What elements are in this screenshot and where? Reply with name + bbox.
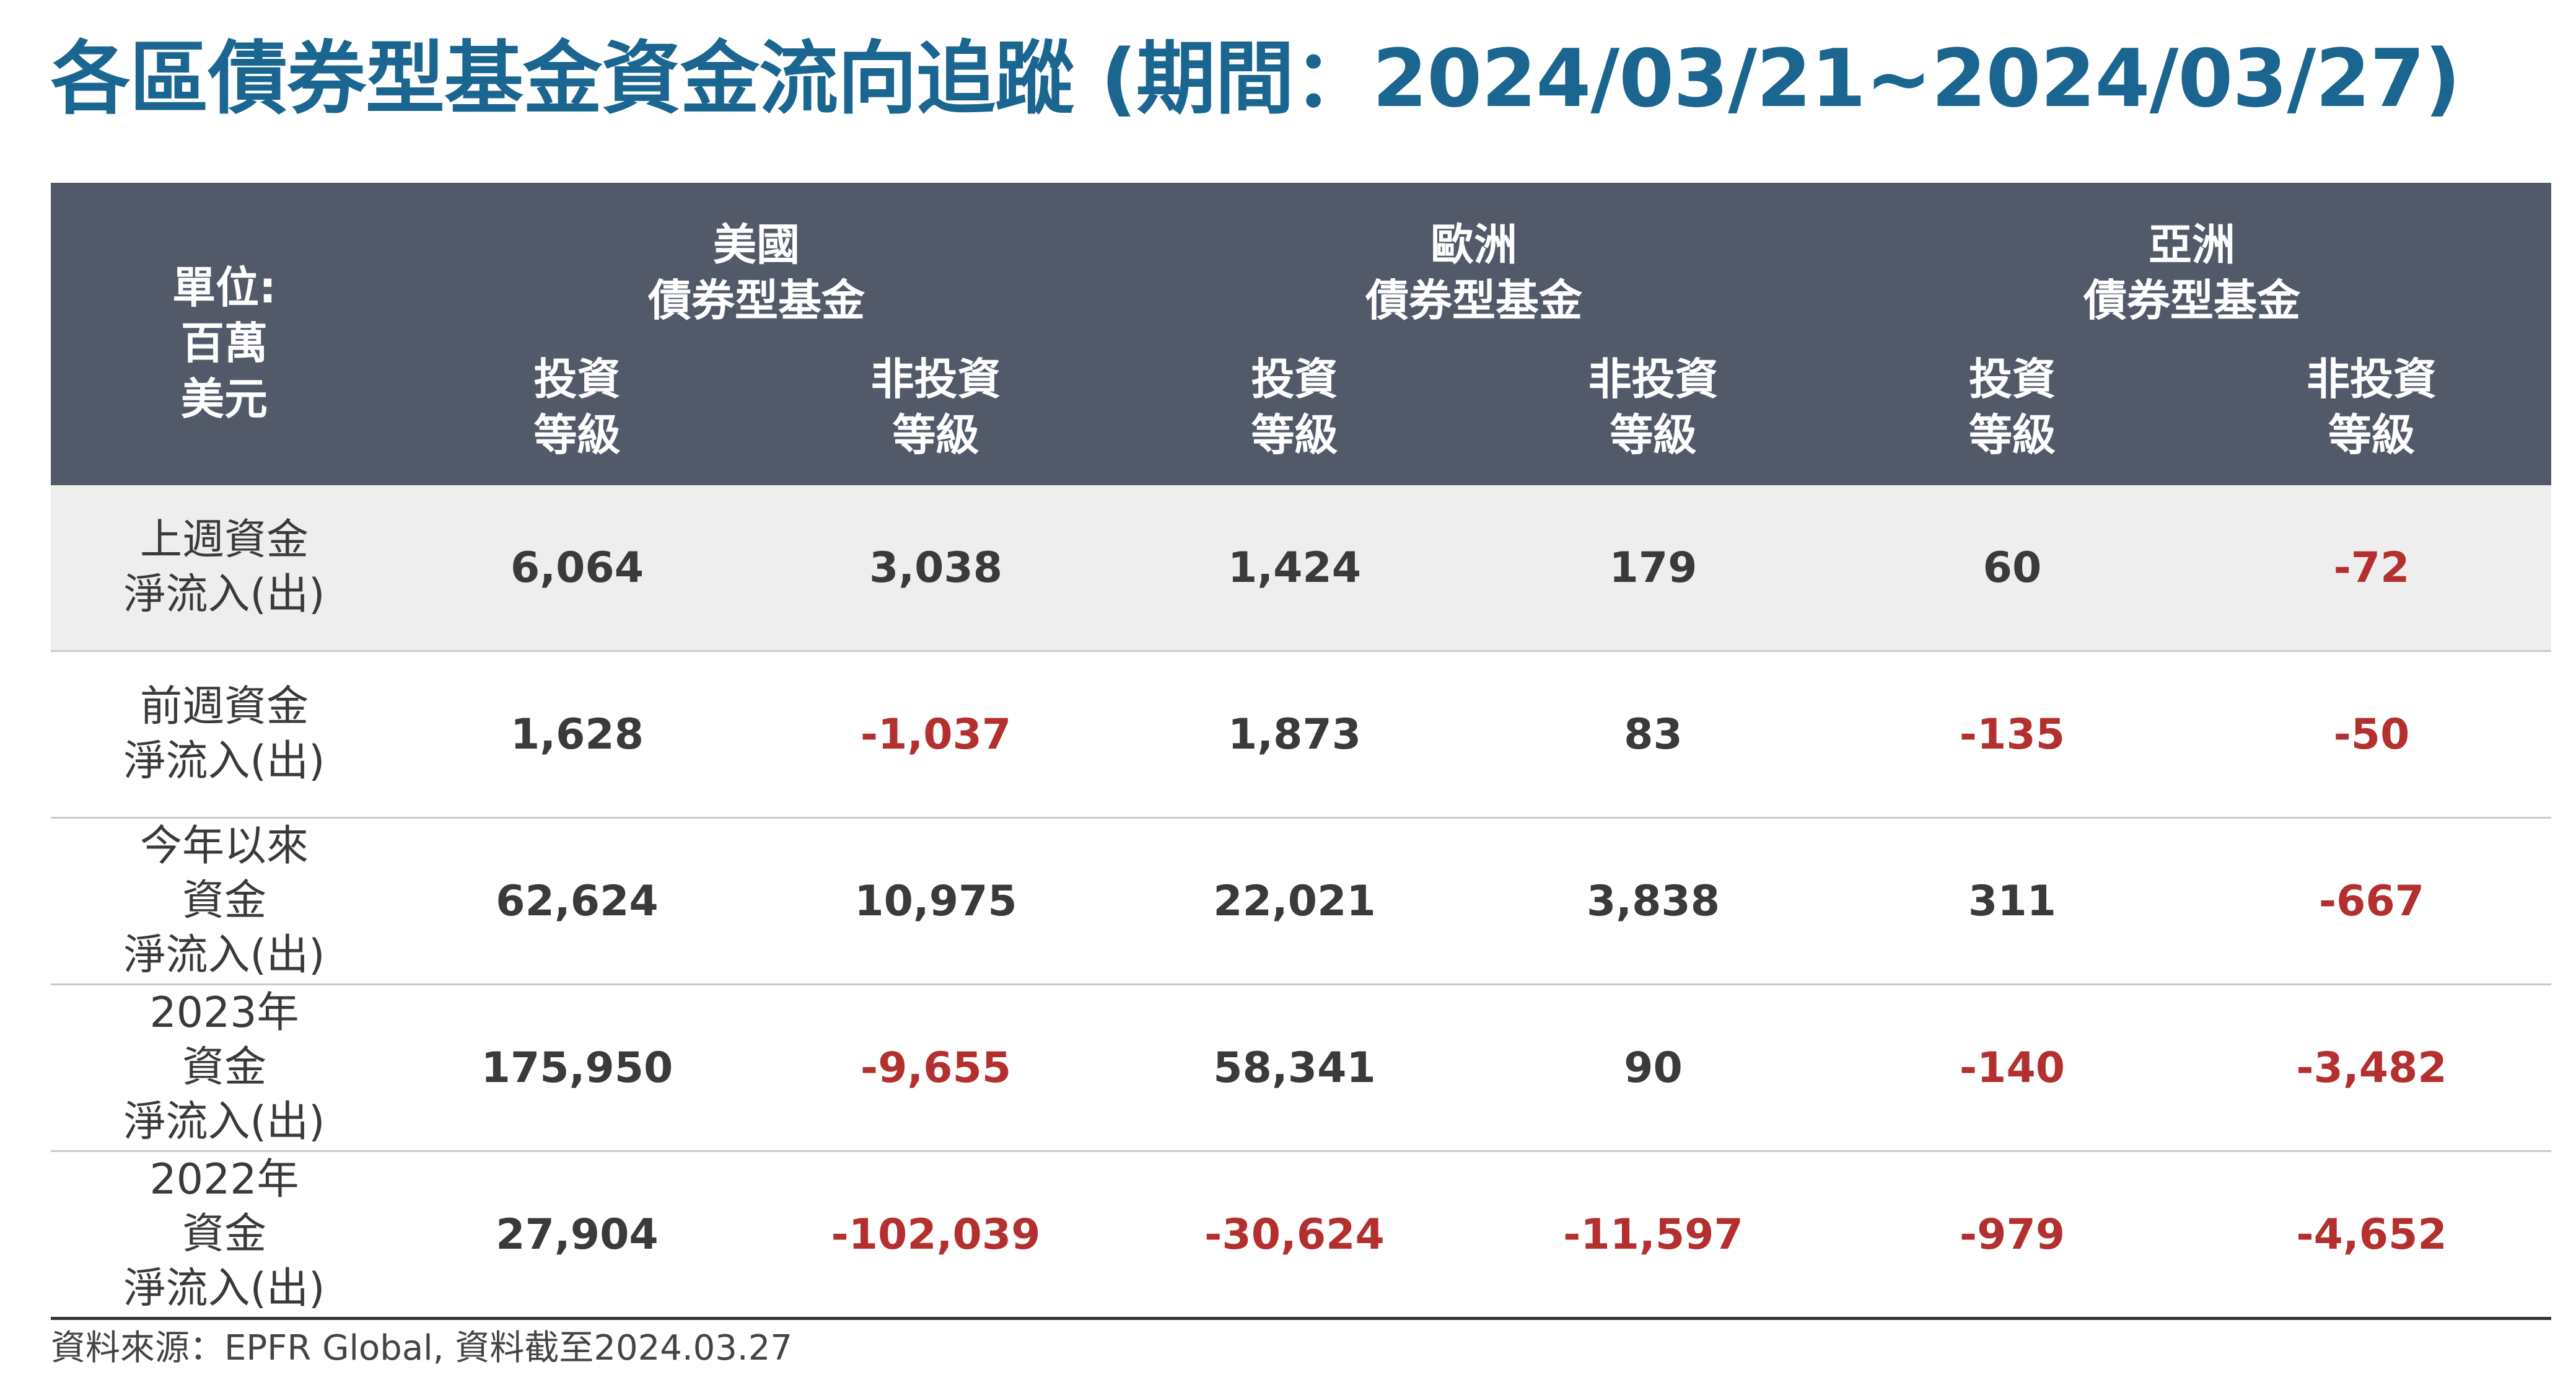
unit-line: 百萬	[181, 318, 268, 369]
row-label-line: 2022年	[149, 1155, 299, 1204]
value-cell: 10,975	[756, 817, 1115, 985]
row-label-line: 上週資金	[139, 516, 309, 565]
unit-line: 單位:	[172, 262, 276, 313]
value-cell: 1,873	[1115, 651, 1474, 819]
value-cell: 6,064	[398, 485, 756, 652]
grade-header: 投資 等級	[398, 344, 756, 485]
value-cell: 175,950	[398, 984, 756, 1152]
grade-label: 等級	[892, 410, 979, 460]
value-cell: -4,652	[2192, 1151, 2551, 1320]
grade-header: 投資 等級	[1115, 344, 1474, 485]
grade-header: 非投資 等級	[2192, 344, 2551, 485]
value-cell: 179	[1474, 485, 1833, 652]
region-header-europe: 歐洲 債券型基金	[1115, 183, 1833, 344]
region-name: 歐洲	[1430, 219, 1517, 270]
region-header-asia: 亞洲 債券型基金	[1833, 183, 2551, 344]
row-label-line: 淨流入(出)	[123, 737, 325, 786]
grade-label: 等級	[533, 410, 621, 460]
table-row: 2022年 資金 淨流入(出) 27,904 -102,039 -30,624 -11,59…	[51, 1151, 2551, 1320]
row-label-line: 淨流入(出)	[123, 570, 325, 619]
page-title: 各區債券型基金資金流向追蹤 (期間：2024/03/21~2024/03/27)	[51, 33, 2461, 125]
value-cell: -135	[1833, 651, 2192, 819]
value-cell: -9,655	[756, 984, 1115, 1152]
value-cell: -3,482	[2192, 984, 2551, 1152]
grade-header: 投資 等級	[1833, 344, 2192, 485]
row-label: 前週資金淨流入(出)	[51, 651, 398, 819]
value-cell: -50	[2192, 651, 2551, 819]
grade-label: 非投資	[1588, 354, 1719, 405]
row-label: 2022年資金淨流入(出)	[51, 1151, 398, 1320]
grade-label: 非投資	[870, 354, 1001, 405]
value-cell: 3,038	[756, 485, 1115, 652]
value-cell: 58,341	[1115, 984, 1474, 1152]
region-name: 亞洲	[2149, 219, 2235, 270]
table-row: 前週資金 淨流入(出) 1,628 -1,037 1,873 83 -135 -50	[51, 651, 2551, 819]
value-cell: 3,838	[1474, 817, 1833, 985]
row-label: 2023年資金淨流入(出)	[51, 984, 398, 1152]
unit-line: 美元	[181, 374, 268, 424]
row-label-line: 資金	[182, 876, 266, 925]
grade-header: 非投資 等級	[1474, 344, 1833, 485]
grade-label: 投資	[533, 354, 621, 405]
grade-label: 等級	[1251, 410, 1338, 460]
bond-fund-flow-table: 單位: 百萬 美元 美國 債券型基金 歐洲 債券型基金 亞洲 債券型基金 投資等…	[51, 183, 2551, 1320]
value-cell: -140	[1833, 984, 2192, 1152]
value-cell: 311	[1833, 817, 2192, 985]
row-label-line: 資金	[182, 1210, 266, 1259]
grade-label: 投資	[1969, 354, 2056, 405]
value-cell: 1,424	[1115, 485, 1474, 652]
source-note: 資料來源：EPFR Global, 資料截至2024.03.27	[51, 1328, 792, 1368]
table-row: 上週資金 淨流入(出) 6,064 3,038 1,424 179 60 -72	[51, 485, 2551, 652]
row-label-line: 2023年	[149, 988, 299, 1037]
value-cell: 60	[1833, 485, 2192, 652]
grade-label: 等級	[1969, 410, 2056, 460]
region-sub: 債券型基金	[648, 275, 865, 326]
value-cell: 83	[1474, 651, 1833, 819]
value-cell: -72	[2192, 485, 2551, 652]
grade-header: 非投資 等級	[756, 344, 1115, 485]
region-sub: 債券型基金	[2083, 275, 2300, 326]
row-label-line: 淨流入(出)	[123, 931, 325, 980]
table-row: 2023年 資金 淨流入(出) 175,950 -9,655 58,341 90 -140 -3…	[51, 984, 2551, 1152]
grade-label: 非投資	[2307, 354, 2437, 405]
value-cell: 90	[1474, 984, 1833, 1152]
row-label-line: 今年以來	[139, 822, 309, 871]
unit-header: 單位: 百萬 美元	[51, 183, 398, 485]
value-cell: 27,904	[398, 1151, 756, 1320]
row-label: 今年以來資金淨流入(出)	[51, 817, 398, 985]
value-cell: -30,624	[1115, 1151, 1474, 1320]
row-label-line: 淨流入(出)	[123, 1264, 325, 1313]
value-cell: -1,037	[756, 651, 1115, 819]
region-sub: 債券型基金	[1365, 275, 1582, 326]
value-cell: 62,624	[398, 817, 756, 985]
region-name: 美國	[713, 219, 800, 270]
row-label-line: 資金	[182, 1043, 266, 1092]
table-row: 今年以來 資金 淨流入(出) 62,624 10,975 22,021 3,838 311 -6…	[51, 817, 2551, 985]
region-header-us: 美國 債券型基金	[398, 183, 1115, 344]
value-cell: -11,597	[1474, 1151, 1833, 1320]
value-cell: -667	[2192, 817, 2551, 985]
value-cell: 22,021	[1115, 817, 1474, 985]
grade-label: 等級	[1610, 410, 1697, 460]
value-cell: -102,039	[756, 1151, 1115, 1320]
grade-label: 等級	[2328, 410, 2415, 460]
grade-label: 投資	[1251, 354, 1338, 405]
value-cell: -979	[1833, 1151, 2192, 1320]
row-label-line: 前週資金	[139, 682, 309, 731]
row-label: 上週資金淨流入(出)	[51, 485, 398, 652]
row-label-line: 淨流入(出)	[123, 1097, 325, 1146]
value-cell: 1,628	[398, 651, 756, 819]
